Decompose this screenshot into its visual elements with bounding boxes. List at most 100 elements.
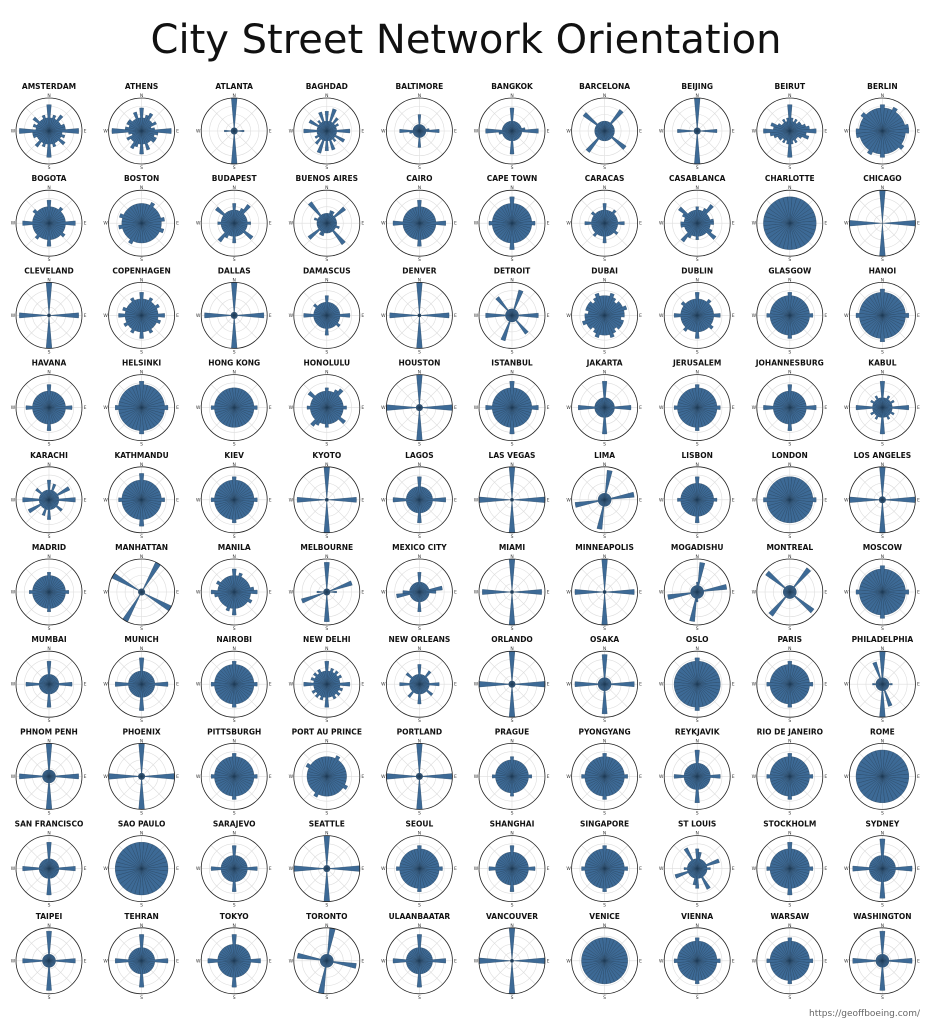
city-name: CASABLANCA (669, 174, 726, 183)
direction-label: N (47, 831, 50, 837)
outline (478, 281, 546, 349)
bar (230, 209, 235, 224)
city-name: LAS VEGAS (489, 451, 536, 460)
bar (604, 297, 617, 316)
bar (789, 591, 815, 614)
bar (604, 305, 628, 316)
direction-label: S (325, 349, 328, 355)
spoke (882, 499, 906, 524)
spoke (210, 315, 235, 339)
direction-label: N (881, 554, 884, 560)
city-name: BARCELONA (579, 82, 630, 91)
outline (663, 97, 731, 165)
direction-label: W (381, 590, 386, 596)
outline (108, 97, 176, 165)
bar (782, 130, 790, 144)
direction-label: N (47, 554, 50, 560)
direction-label: E (176, 958, 179, 964)
direction-label: S (418, 903, 421, 909)
outline (478, 189, 546, 257)
direction-label: N (603, 370, 606, 376)
bar (509, 223, 515, 250)
bar (141, 303, 160, 316)
direction-label: W (103, 313, 108, 319)
direction-label: N (603, 185, 606, 191)
direction-label: W (659, 682, 664, 688)
city-name: OSLO (686, 635, 709, 644)
bar (303, 128, 327, 134)
direction-label: N (881, 93, 884, 99)
spoke (488, 499, 513, 524)
outline (200, 189, 268, 257)
direction-label: W (752, 682, 757, 688)
direction-label: W (752, 590, 757, 596)
bar (324, 315, 329, 336)
bar (324, 130, 329, 151)
outline (756, 281, 824, 349)
direction-label: W (289, 405, 294, 411)
spoke (395, 752, 420, 777)
direction-label: S (881, 718, 884, 724)
bar (417, 223, 422, 247)
bar (697, 315, 702, 332)
bar (324, 111, 329, 132)
bar (677, 129, 698, 133)
bar (604, 209, 617, 224)
direction-label: E (176, 221, 179, 227)
outline (478, 97, 546, 165)
bar (139, 315, 144, 339)
direction-label: E (84, 958, 87, 964)
direction-label: N (696, 370, 699, 376)
direction-label: N (140, 738, 143, 744)
bar (604, 221, 625, 226)
direction-label: W (752, 497, 757, 503)
direction-label: E (454, 774, 457, 780)
direction-label: W (752, 221, 757, 227)
city-name: LONDON (772, 451, 808, 460)
bar (130, 315, 142, 334)
direction-label: S (696, 534, 699, 540)
outline (293, 97, 361, 165)
direction-label: W (11, 221, 16, 227)
bar (855, 128, 883, 134)
direction-label: W (844, 405, 849, 411)
spoke (673, 107, 698, 132)
direction-label: E (547, 590, 550, 596)
bar (511, 289, 524, 316)
city-name: BUDAPEST (212, 174, 258, 183)
direction-label: W (289, 866, 294, 872)
direction-label: S (511, 349, 514, 355)
direction-label: N (881, 462, 884, 468)
direction-label: N (418, 370, 421, 376)
direction-label: W (474, 590, 479, 596)
city-name: LAGOS (405, 451, 434, 460)
direction-label: E (454, 590, 457, 596)
bar (34, 130, 50, 148)
bar (234, 221, 251, 225)
direction-label: N (325, 185, 328, 191)
bar (500, 315, 513, 342)
city-name: SEATTLE (309, 820, 345, 829)
bar (392, 220, 420, 226)
direction-label: S (418, 718, 421, 724)
bar (882, 130, 905, 150)
city-name: HOUSTON (398, 359, 440, 368)
direction-label: S (140, 442, 143, 448)
bar (782, 118, 790, 132)
city-name: HANOI (869, 266, 897, 275)
city-name: ST LOUIS (678, 820, 716, 829)
bar (682, 315, 698, 332)
spoke (395, 291, 420, 316)
outline (293, 189, 361, 257)
direction-label: W (474, 221, 479, 227)
bar (48, 223, 66, 238)
direction-label: W (752, 866, 757, 872)
